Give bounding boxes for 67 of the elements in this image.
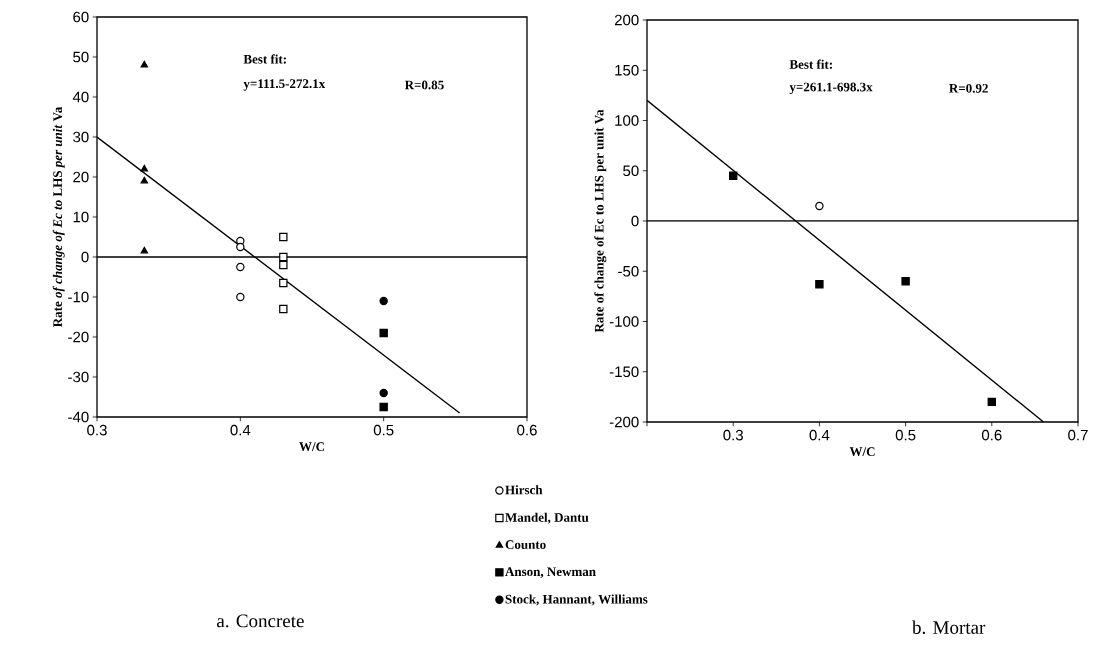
y-tick-label: 200 bbox=[614, 14, 639, 26]
y-axis-title: Rate of change of Ec to LHS per unit Va bbox=[52, 106, 65, 328]
point bbox=[140, 164, 149, 172]
legend-label: Mandel, Dantu bbox=[505, 512, 589, 524]
y-tick-label: 0 bbox=[631, 215, 639, 227]
point bbox=[379, 402, 388, 412]
y-tick-label: -100 bbox=[609, 316, 639, 327]
point bbox=[901, 277, 910, 286]
point bbox=[279, 278, 288, 288]
y-axis-title: Rate of change of Ec to LHS per unit Va bbox=[594, 109, 607, 333]
x-tick-label: 0.7 bbox=[1068, 429, 1088, 441]
x-tick-label: 0.4 bbox=[230, 424, 251, 436]
point bbox=[729, 171, 738, 180]
y-tick-label: 0 bbox=[81, 251, 89, 263]
y-tick-label: 10 bbox=[73, 211, 89, 223]
legend-label: Anson, Newman bbox=[505, 567, 596, 578]
point bbox=[379, 296, 388, 306]
point bbox=[279, 304, 288, 314]
x-axis-title: W/C bbox=[299, 442, 325, 452]
annotation: y=111.5-272.1x bbox=[243, 79, 326, 91]
annotation: Best fit: bbox=[789, 59, 832, 69]
point bbox=[815, 280, 824, 289]
annotation: R=0.92 bbox=[949, 83, 988, 93]
x-tick-label: 0.4 bbox=[809, 429, 830, 441]
annotation: R=0.85 bbox=[404, 80, 444, 90]
y-tick-label: -20 bbox=[68, 331, 89, 343]
x-tick-label: 0.6 bbox=[517, 424, 537, 436]
y-tick-label: -150 bbox=[609, 366, 639, 378]
annotation: Best fit: bbox=[243, 54, 286, 64]
point bbox=[279, 252, 288, 262]
x-tick-label: 0.3 bbox=[87, 424, 107, 436]
legend-label: Counto bbox=[505, 540, 546, 549]
x-tick-label: 0.3 bbox=[723, 429, 743, 441]
y-tick-label: 100 bbox=[615, 115, 639, 126]
point bbox=[379, 328, 388, 338]
x-tick-label: 0.5 bbox=[895, 429, 916, 441]
point bbox=[236, 262, 245, 272]
x-axis-title: W/C bbox=[849, 447, 875, 457]
point bbox=[279, 260, 288, 270]
y-tick-label: 20 bbox=[73, 171, 89, 183]
y-tick-label: 50 bbox=[623, 165, 639, 177]
text: a. Concrete bbox=[217, 614, 304, 628]
y-tick-label: -10 bbox=[68, 291, 89, 303]
y-tick-label: 150 bbox=[615, 64, 639, 76]
y-tick-label: -200 bbox=[609, 416, 639, 428]
y-tick-label: 30 bbox=[73, 131, 89, 143]
y-tick-label: 50 bbox=[73, 51, 89, 63]
y-tick-label: -30 bbox=[68, 371, 89, 383]
point bbox=[236, 242, 245, 252]
y-tick-label: 60 bbox=[73, 11, 89, 23]
point bbox=[140, 246, 149, 254]
point bbox=[236, 292, 245, 302]
point bbox=[815, 201, 824, 211]
point bbox=[379, 388, 388, 398]
y-tick-label: -40 bbox=[68, 411, 89, 423]
y-tick-label: 40 bbox=[72, 91, 89, 103]
text: b. Mortar bbox=[912, 620, 986, 634]
point bbox=[140, 60, 149, 68]
legend-label: Stock, Hannant, Williams bbox=[505, 594, 648, 606]
point bbox=[279, 232, 288, 242]
annotation: y=261.1-698.3x bbox=[789, 82, 873, 95]
x-tick-label: 0.5 bbox=[373, 424, 394, 436]
y-tick-label: -50 bbox=[618, 265, 639, 277]
legend-label: Hirsch bbox=[505, 485, 543, 495]
x-tick-label: 0.6 bbox=[981, 429, 1002, 441]
point bbox=[987, 397, 997, 407]
point bbox=[140, 176, 149, 184]
